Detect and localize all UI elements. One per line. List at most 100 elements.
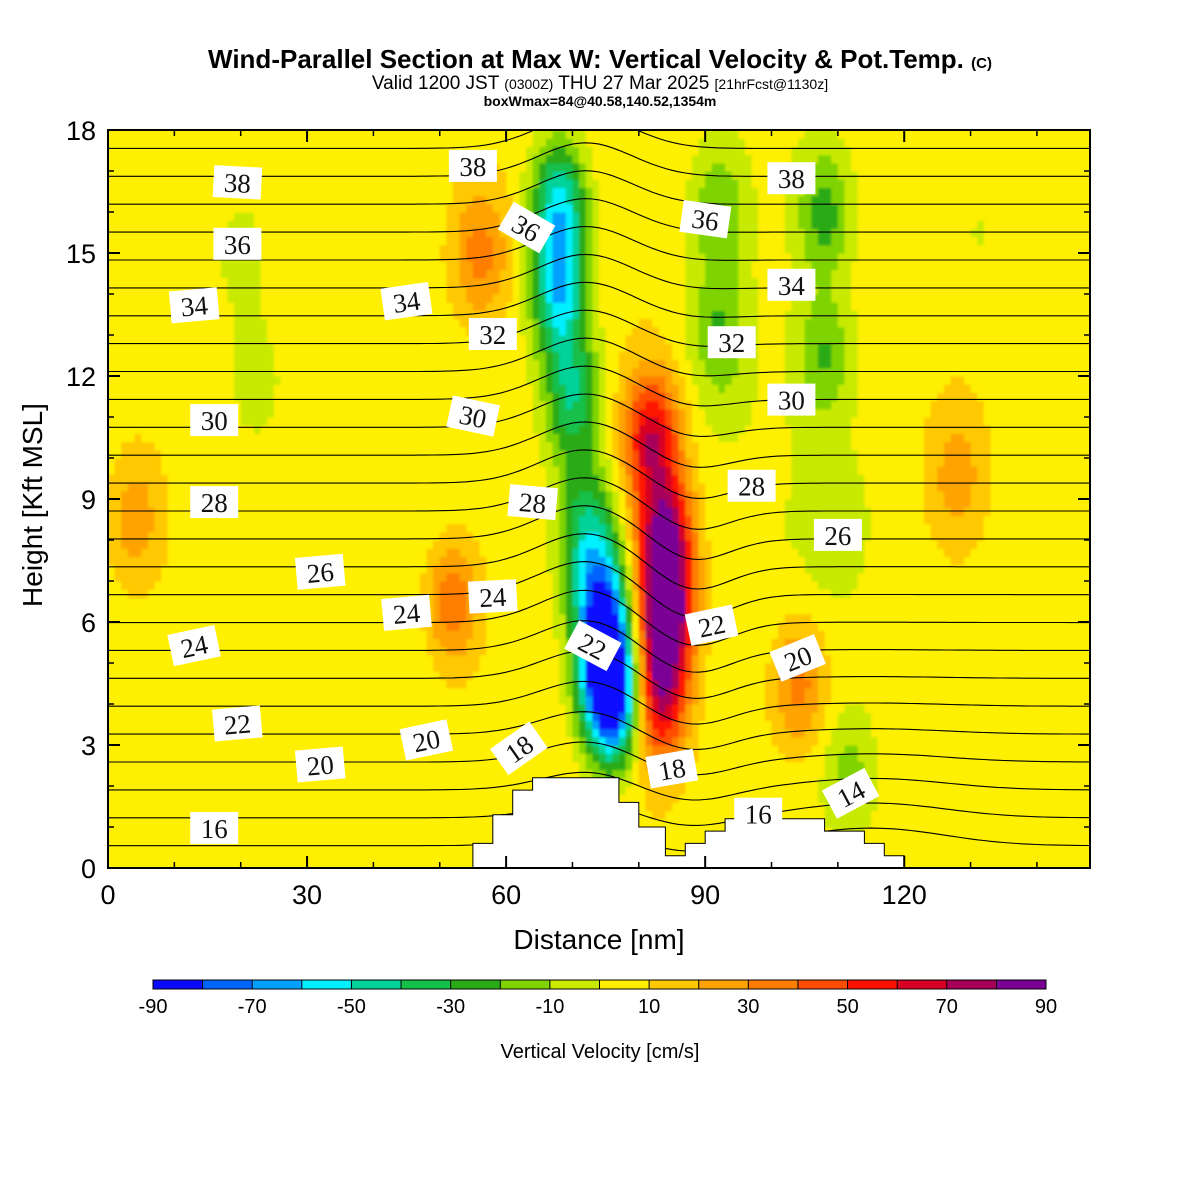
field-cell [135, 294, 142, 303]
field-cell [367, 204, 374, 213]
field-cell [413, 483, 420, 492]
field-cell [135, 401, 142, 410]
field-cell [407, 491, 414, 500]
field-cell [174, 220, 181, 229]
field-cell [174, 778, 181, 787]
field-cell [420, 401, 427, 410]
field-cell [115, 794, 122, 803]
field-cell [168, 417, 175, 426]
field-cell [141, 433, 148, 442]
field-cell [360, 368, 367, 377]
field-cell [446, 614, 453, 623]
field-cell [327, 319, 334, 328]
field-cell [354, 565, 361, 574]
field-cell [360, 606, 367, 615]
field-cell [267, 606, 274, 615]
field-cell [281, 581, 288, 590]
field-cell [115, 548, 122, 557]
field-cell [161, 163, 168, 172]
field-cell [188, 663, 195, 672]
field-cell [393, 696, 400, 705]
field-cell [387, 737, 394, 746]
field-cell [287, 163, 294, 172]
field-cell [354, 138, 361, 147]
field-cell [174, 827, 181, 836]
field-cell [181, 450, 188, 459]
field-cell [148, 327, 155, 336]
field-cell [221, 573, 228, 582]
field-cell [314, 548, 321, 557]
field-cell [453, 581, 460, 590]
field-cell [141, 630, 148, 639]
field-cell [327, 696, 334, 705]
field-cell [208, 360, 215, 369]
field-cell [281, 286, 288, 295]
field-cell [320, 376, 327, 385]
field-cell [267, 163, 274, 172]
field-cell [300, 327, 307, 336]
field-cell [420, 155, 427, 164]
field-cell [115, 679, 122, 688]
field-cell [115, 852, 122, 861]
field-cell [174, 425, 181, 434]
field-cell [314, 507, 321, 516]
field-cell [281, 499, 288, 508]
field-cell [420, 515, 427, 524]
field-cell [420, 794, 427, 803]
field-cell [360, 458, 367, 467]
field-cell [373, 745, 380, 754]
field-cell [201, 556, 208, 565]
field-cell [407, 647, 414, 656]
field-cell [247, 458, 254, 467]
field-cell [115, 187, 122, 196]
field-cell [387, 474, 394, 483]
field-cell [400, 368, 407, 377]
field-cell [334, 269, 341, 278]
field-cell [241, 638, 248, 647]
field-cell [274, 556, 281, 565]
field-cell [234, 597, 241, 606]
field-cell [367, 335, 374, 344]
field-cell [281, 343, 288, 352]
field-cell [340, 343, 347, 352]
field-cell [453, 187, 460, 196]
field-cell [334, 368, 341, 377]
field-cell [440, 704, 447, 713]
field-cell [208, 843, 215, 852]
field-cell [241, 212, 248, 221]
field-cell [460, 647, 467, 656]
field-cell [241, 548, 248, 557]
field-cell [367, 466, 374, 475]
field-cell [466, 360, 473, 369]
field-cell [420, 425, 427, 434]
field-cell [440, 187, 447, 196]
field-cell [314, 589, 321, 598]
field-cell [128, 589, 135, 598]
field-cell [181, 138, 188, 147]
field-cell [380, 245, 387, 254]
field-cell [387, 794, 394, 803]
field-cell [194, 614, 201, 623]
field-cell [433, 483, 440, 492]
field-cell [466, 761, 473, 770]
field-cell [241, 778, 248, 787]
field-cell [141, 409, 148, 418]
field-cell [135, 204, 142, 213]
field-cell [115, 163, 122, 172]
field-cell [161, 589, 168, 598]
field-cell [227, 130, 234, 139]
field-cell [194, 327, 201, 336]
field-cell [433, 433, 440, 442]
field-cell [466, 466, 473, 475]
field-cell [188, 228, 195, 237]
field-cell [433, 819, 440, 828]
field-cell [287, 835, 294, 844]
field-cell [373, 819, 380, 828]
field-cell [367, 138, 374, 147]
field-cell [413, 852, 420, 861]
field-cell [154, 417, 161, 426]
field-cell [340, 163, 347, 172]
field-cell [148, 761, 155, 770]
field-cell [128, 688, 135, 697]
field-cell [194, 466, 201, 475]
